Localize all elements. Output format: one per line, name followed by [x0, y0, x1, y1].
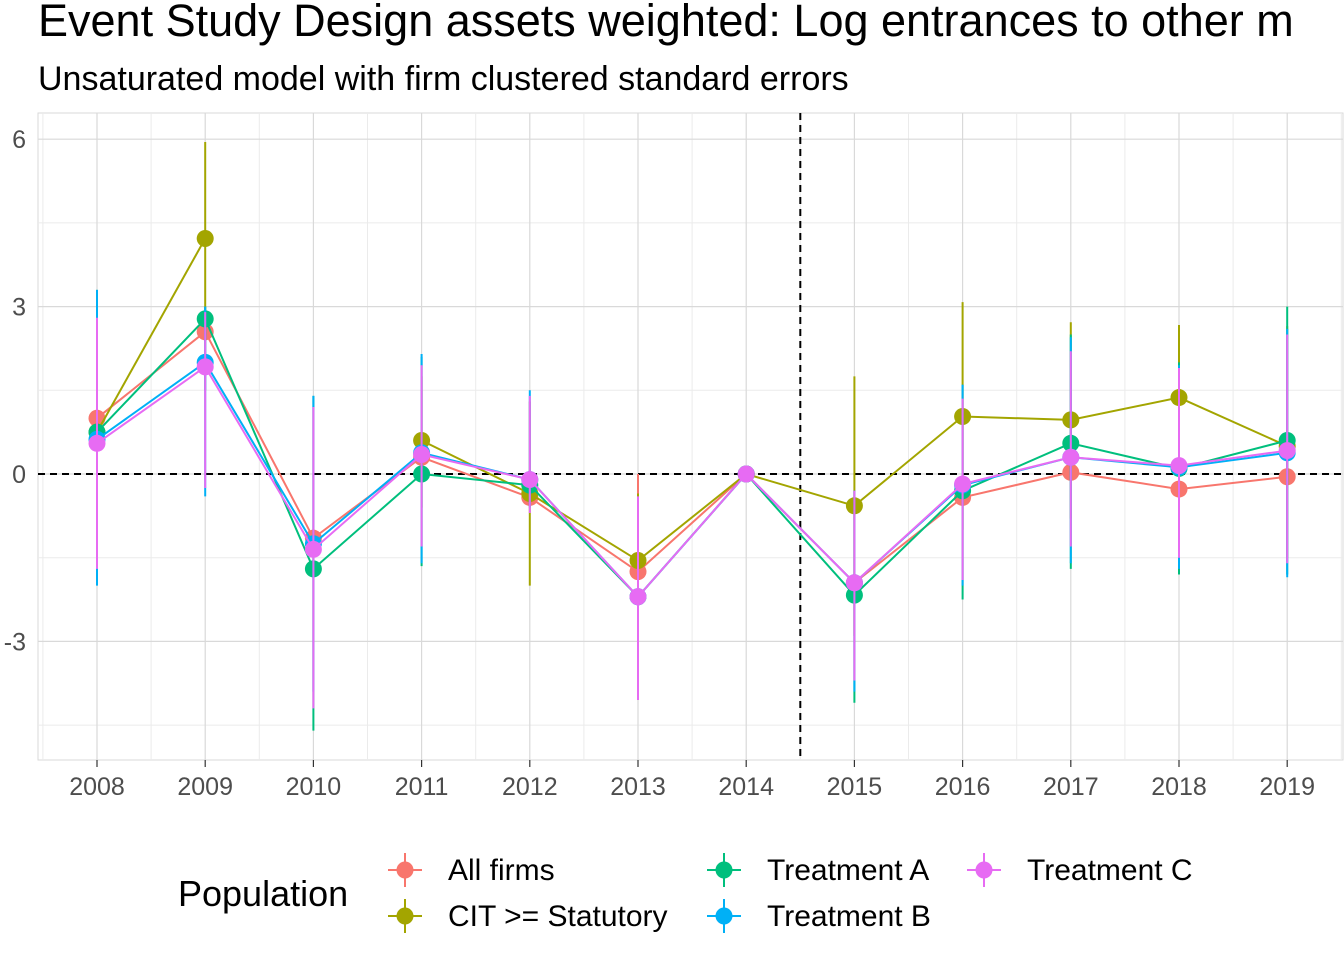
legend-key-point [975, 861, 993, 879]
y-tick-label: 6 [12, 126, 26, 154]
x-tick-label: 2015 [827, 773, 883, 801]
legend-key-point [396, 861, 414, 879]
x-tick-label: 2011 [395, 773, 449, 801]
x-tick-label: 2013 [610, 773, 666, 801]
data-point [1062, 448, 1080, 466]
data-point [629, 588, 647, 606]
legend-key-point [715, 861, 733, 879]
data-point [88, 434, 106, 452]
legend-key [707, 853, 741, 887]
reference-lines [38, 113, 1343, 760]
chart-subtitle: Unsaturated model with firm clustered st… [38, 60, 849, 98]
legend-key [388, 899, 422, 933]
data-point [845, 574, 863, 592]
data-point [954, 475, 972, 493]
axes: -3 0 3 6 2008 2009 2010 2011 2012 2013 2014 2015 201… [4, 126, 1315, 801]
series-line [96, 238, 207, 433]
legend-key-point [715, 907, 733, 925]
x-tick-label: 2014 [718, 773, 774, 801]
data-point [521, 471, 539, 489]
legend-label: Treatment C [1027, 854, 1193, 887]
legend-label: Treatment B [767, 900, 931, 933]
legend-title: Population [178, 873, 348, 914]
grid [37, 112, 1344, 761]
y-tick-label: -3 [4, 628, 26, 656]
series-layer [88, 141, 1296, 731]
data-point [1170, 457, 1188, 475]
data-point [413, 445, 431, 463]
series-treatment-c [88, 312, 1296, 709]
plot-panel [37, 112, 1344, 761]
x-tick-label: 2019 [1259, 773, 1315, 801]
legend: Population All firms CIT >= Statutory Trea… [178, 853, 1193, 933]
x-tick-label: 2018 [1151, 773, 1207, 801]
chart-title: Event Study Design assets weighted: Log … [38, 0, 1294, 46]
legend-key-point [396, 907, 414, 925]
legend-key [388, 853, 422, 887]
series-line [96, 330, 1288, 585]
x-tick-label: 2017 [1043, 773, 1099, 801]
data-point [1278, 442, 1296, 460]
data-point [196, 230, 214, 248]
legend-label: All firms [448, 854, 555, 887]
x-tick-label: 2012 [502, 773, 558, 801]
data-point [196, 358, 214, 376]
data-point [304, 540, 322, 558]
y-tick-label: 3 [12, 294, 26, 322]
x-tick-label: 2010 [286, 773, 342, 801]
legend-key [707, 899, 741, 933]
x-tick-label: 2009 [177, 773, 233, 801]
legend-label: CIT >= Statutory [448, 900, 668, 933]
y-tick-label: 0 [12, 461, 26, 489]
x-tick-label: 2008 [69, 773, 125, 801]
series-line [96, 365, 1288, 599]
legend-label: Treatment A [767, 854, 929, 887]
legend-key [967, 853, 1001, 887]
data-point [737, 465, 755, 483]
x-tick-label: 2016 [935, 773, 991, 801]
